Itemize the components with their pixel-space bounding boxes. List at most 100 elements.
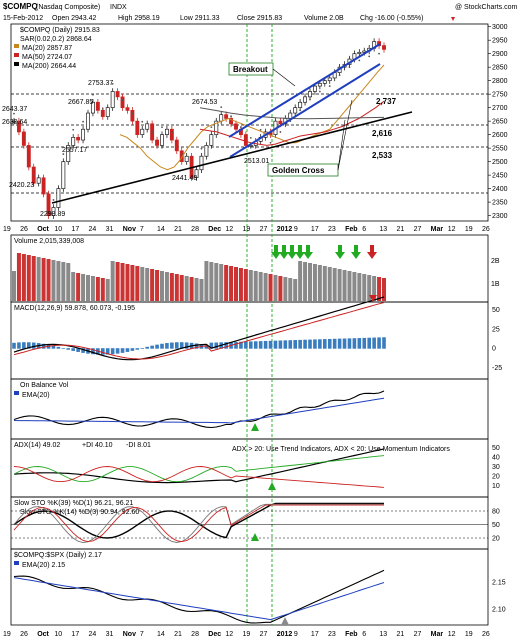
trough-label-2441: 2441.48: [172, 175, 197, 182]
macd-hist-bar: [382, 337, 386, 349]
volume-bar: [224, 265, 229, 301]
main-y-tick-label: 2350: [492, 200, 508, 207]
x-axis-top: 19 26 Oct 10 17 24 31 Nov 7 14 21 28 Dec 12 19 27 2012 9 1…: [3, 226, 490, 233]
volume-bar: [293, 279, 298, 301]
volume-bar: [95, 277, 100, 301]
volume-bar: [234, 267, 238, 301]
volume-bar: [36, 257, 41, 301]
volume-bar: [120, 263, 125, 301]
ratio-panel-frame: [10, 548, 489, 626]
x-tick-label: 12: [448, 631, 456, 638]
volume-bar: [105, 279, 110, 301]
macd-hist-bar: [115, 348, 120, 354]
x-tick-label: 19: [243, 226, 251, 233]
x-tick-label: 26: [482, 631, 490, 638]
volume-bar: [204, 261, 209, 301]
volume-bar: [155, 270, 160, 301]
macd-hist-bar: [273, 340, 278, 349]
trough-label-2298: 2298.89: [40, 211, 65, 218]
header-open: Open 2943.42: [52, 15, 96, 22]
x-tick-label: 27: [414, 631, 422, 638]
macd-y-tick-label: 50: [492, 307, 500, 314]
rising-trendline: [51, 111, 413, 204]
ma20-line: [119, 64, 385, 171]
volume-arrow-icon: [367, 252, 377, 259]
price-candle: [219, 114, 224, 122]
sar-dot: [92, 93, 94, 96]
macd-hist-bar: [120, 348, 125, 353]
sar-dot: [240, 126, 242, 128]
volume-bar: [332, 268, 337, 301]
price-candle: [145, 123, 150, 130]
macd-hist-bar: [367, 337, 371, 349]
peak-label-2674: 2674.53: [192, 99, 217, 106]
trough-label-2420: 2420.23: [9, 182, 34, 189]
price-candle: [234, 123, 238, 130]
legend-ma50: MA(50) 2724.07: [22, 54, 72, 61]
adx-note: ADX > 20: Use Trend Indicators, ADX < 20…: [232, 446, 450, 453]
volume-bar: [21, 254, 26, 301]
sar-dot: [22, 136, 25, 139]
price-candle: [327, 77, 332, 82]
sar-dot: [299, 109, 302, 112]
adx-y-tick-label: 50: [492, 445, 500, 452]
peak-label-2667: 2667.85: [68, 99, 93, 106]
macd-line: [13, 296, 385, 361]
volume-bar: [288, 278, 293, 301]
macd-y-tick-label: 25: [492, 326, 500, 333]
price-candle: [194, 169, 199, 178]
macd-hist-bar: [150, 345, 154, 349]
x-tick-label: 23: [328, 226, 336, 233]
x-tick-label: 21: [174, 631, 182, 638]
volume-bar: [125, 264, 130, 301]
ratio-label: $COMPQ:$SPX (Daily) 2.17: [14, 552, 102, 559]
adx-y-axis: 50 40 30 20 10: [492, 445, 500, 490]
obv-line: [13, 390, 385, 429]
price-candle: [26, 145, 31, 168]
x-tick-label: 24: [89, 226, 97, 233]
macd-hist-bar: [263, 340, 268, 349]
macd-hist-bar: [165, 343, 169, 349]
ma20-swatch: [14, 44, 19, 48]
price-candle: [303, 96, 308, 103]
main-y-axis: 3000 2950 2900 2850 2800 2750 2700 2650 2600 2550…: [488, 24, 508, 220]
volume-bar: [71, 272, 76, 301]
sar-dot: [42, 185, 45, 188]
price-candle: [322, 80, 327, 84]
sar-dot: [141, 120, 144, 123]
volume-layer: [12, 253, 386, 301]
x-tick-label: Nov: [123, 631, 136, 638]
sar-dot: [82, 120, 84, 123]
volume-bar: [110, 261, 115, 301]
macd-hist-bar: [357, 338, 362, 349]
price-candle: [179, 150, 184, 162]
adx-layer: [13, 448, 385, 488]
sar-dot: [230, 115, 232, 118]
volume-bar: [76, 273, 81, 301]
x-tick-label: 9: [294, 631, 298, 638]
volume-arrow-icon: [295, 252, 305, 259]
volume-bar: [352, 272, 357, 301]
price-candle: [61, 161, 66, 189]
volume-bar: [174, 274, 179, 301]
peak-label-2630: 2630.64: [2, 119, 27, 126]
sar-dot: [32, 174, 35, 177]
price-candle: [293, 107, 298, 114]
macd-hist-bar: [76, 348, 80, 352]
price-candle: [135, 120, 140, 135]
volume-bar: [278, 276, 283, 301]
volume-bar: [194, 278, 199, 301]
main-y-tick-label: 2950: [492, 38, 508, 45]
price-candle: [105, 107, 110, 117]
macd-hist-bar: [283, 340, 288, 349]
price-candle: [120, 96, 125, 109]
macd-hist-bar: [209, 342, 214, 349]
macd-hist-bar: [239, 341, 243, 349]
sar-dot: [328, 85, 331, 87]
x-tick-label: Mar: [431, 631, 444, 638]
macd-hist-bar: [268, 340, 273, 349]
obv-label: On Balance Vol: [20, 382, 69, 389]
volume-bar: [135, 266, 140, 301]
x-tick-label: Feb: [345, 226, 357, 233]
price-candle: [199, 155, 204, 171]
